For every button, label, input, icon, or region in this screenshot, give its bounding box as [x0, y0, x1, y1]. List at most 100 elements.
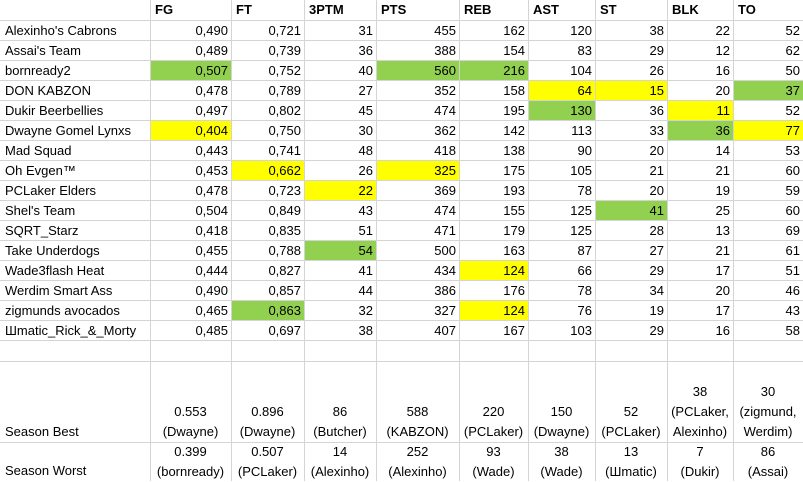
stat-cell-ast[interactable]: 83: [577, 43, 592, 58]
stat-cell-blk[interactable]: 13: [715, 223, 730, 238]
stat-cell-3ptm[interactable]: 40: [358, 63, 373, 78]
season-worst-cell-3ptm[interactable]: 14 (Alexinho): [304, 442, 376, 482]
stat-cell-fg[interactable]: 0,453: [195, 163, 228, 178]
stat-cell-ft[interactable]: 0,802: [268, 103, 301, 118]
season-worst-label[interactable]: Season Worst: [5, 463, 87, 478]
stat-cell-blk[interactable]: 36: [667, 121, 733, 141]
team-name-cell[interactable]: DON KABZON: [5, 83, 91, 98]
stat-cell-reb[interactable]: 154: [503, 43, 525, 58]
team-name-cell[interactable]: Dwayne Gomel Lynxs: [5, 123, 131, 138]
stat-cell-ft[interactable]: 0,849: [268, 203, 301, 218]
stat-cell-ast[interactable]: 90: [577, 143, 592, 158]
stat-cell-ast[interactable]: 125: [570, 223, 592, 238]
stat-cell-st[interactable]: 29: [649, 43, 664, 58]
stat-cell-blk[interactable]: 14: [715, 143, 730, 158]
stat-cell-ast[interactable]: 113: [571, 123, 592, 138]
column-header-3ptm[interactable]: 3PTM: [309, 2, 344, 17]
team-name-cell[interactable]: bornready2: [5, 63, 71, 78]
stat-cell-ft[interactable]: 0,697: [268, 323, 301, 338]
season-best-cell-3ptm[interactable]: 86 (Butcher): [304, 402, 376, 442]
stat-cell-blk[interactable]: 21: [715, 163, 730, 178]
stat-cell-to[interactable]: 59: [785, 183, 800, 198]
stat-cell-to[interactable]: 77: [733, 121, 803, 141]
season-best-cell-st[interactable]: 52 (PCLaker): [595, 402, 667, 442]
stat-cell-ast[interactable]: 125: [570, 203, 592, 218]
stat-cell-blk[interactable]: 12: [715, 43, 730, 58]
stat-cell-ft[interactable]: 0,788: [268, 243, 301, 258]
stat-cell-ft[interactable]: 0,723: [268, 183, 301, 198]
stat-cell-pts[interactable]: 474: [434, 203, 456, 218]
stat-cell-reb[interactable]: 155: [503, 203, 525, 218]
stat-cell-reb[interactable]: 176: [503, 283, 525, 298]
season-best-cell-to[interactable]: 30 (zigmund, Werdim): [733, 382, 803, 442]
column-header-st[interactable]: ST: [600, 2, 617, 17]
stat-cell-pts[interactable]: 434: [434, 263, 456, 278]
stat-cell-3ptm[interactable]: 30: [358, 123, 373, 138]
stat-cell-st[interactable]: 36: [649, 103, 664, 118]
season-best-cell-pts[interactable]: 588 (KABZON): [376, 402, 459, 442]
stat-cell-fg[interactable]: 0,507: [150, 61, 231, 81]
team-name-cell[interactable]: Шmatic_Rick_&_Morty: [5, 323, 137, 338]
stat-cell-st[interactable]: 29: [649, 263, 664, 278]
season-worst-cell-reb[interactable]: 93 (Wade): [459, 442, 528, 482]
stat-cell-3ptm[interactable]: 22: [304, 181, 376, 201]
stat-cell-st[interactable]: 15: [595, 81, 667, 101]
stat-cell-ft[interactable]: 0,750: [268, 123, 301, 138]
season-best-label[interactable]: Season Best: [5, 424, 79, 439]
stat-cell-ft[interactable]: 0,827: [268, 263, 301, 278]
stat-cell-pts[interactable]: 474: [434, 103, 456, 118]
stat-cell-fg[interactable]: 0,490: [195, 283, 228, 298]
stat-cell-to[interactable]: 58: [785, 323, 800, 338]
team-name-cell[interactable]: zigmunds avocados: [5, 303, 120, 318]
stat-cell-ft[interactable]: 0,739: [268, 43, 301, 58]
stat-cell-reb[interactable]: 193: [503, 183, 525, 198]
team-name-cell[interactable]: Wade3flash Heat: [5, 263, 105, 278]
stat-cell-fg[interactable]: 0,404: [150, 121, 231, 141]
stat-cell-to[interactable]: 51: [785, 263, 800, 278]
stat-cell-pts[interactable]: 362: [434, 123, 456, 138]
stat-cell-ast[interactable]: 78: [577, 183, 592, 198]
stat-cell-3ptm[interactable]: 38: [358, 323, 373, 338]
stat-cell-blk[interactable]: 22: [715, 23, 730, 38]
column-header-ft[interactable]: FT: [236, 2, 252, 17]
stat-cell-to[interactable]: 43: [785, 303, 800, 318]
season-best-cell-blk[interactable]: 38 (PCLaker, Alexinho): [667, 382, 733, 442]
stat-cell-3ptm[interactable]: 27: [358, 83, 373, 98]
stat-cell-blk[interactable]: 21: [715, 243, 730, 258]
stat-cell-pts[interactable]: 407: [434, 323, 456, 338]
stat-cell-st[interactable]: 20: [649, 183, 664, 198]
team-name-cell[interactable]: PCLaker Elders: [5, 183, 97, 198]
stat-cell-fg[interactable]: 0,497: [195, 103, 228, 118]
stat-cell-blk[interactable]: 17: [715, 263, 730, 278]
stat-cell-to[interactable]: 60: [785, 163, 800, 178]
season-best-cell-fg[interactable]: 0.553 (Dwayne): [150, 402, 231, 442]
season-worst-cell-fg[interactable]: 0.399 (bornready): [150, 442, 231, 482]
stat-cell-fg[interactable]: 0,418: [195, 223, 228, 238]
stat-cell-st[interactable]: 19: [649, 303, 664, 318]
team-name-cell[interactable]: Oh Evgen™: [5, 163, 76, 178]
stat-cell-ast[interactable]: 64: [528, 81, 595, 101]
stat-cell-pts[interactable]: 471: [434, 223, 456, 238]
stat-cell-fg[interactable]: 0,444: [195, 263, 228, 278]
stat-cell-fg[interactable]: 0,489: [195, 43, 228, 58]
stat-cell-to[interactable]: 62: [785, 43, 800, 58]
column-header-to[interactable]: TO: [738, 2, 756, 17]
stat-cell-reb[interactable]: 138: [503, 143, 525, 158]
stat-cell-st[interactable]: 26: [649, 63, 664, 78]
stat-cell-st[interactable]: 38: [649, 23, 664, 38]
stat-cell-pts[interactable]: 455: [434, 23, 456, 38]
team-name-cell[interactable]: Alexinho's Cabrons: [5, 23, 117, 38]
stat-cell-pts[interactable]: 327: [434, 303, 456, 318]
stat-cell-blk[interactable]: 20: [715, 283, 730, 298]
stat-cell-3ptm[interactable]: 43: [358, 203, 373, 218]
stat-cell-3ptm[interactable]: 48: [358, 143, 373, 158]
stat-cell-reb[interactable]: 163: [503, 243, 525, 258]
season-worst-cell-pts[interactable]: 252 (Alexinho): [376, 442, 459, 482]
stat-cell-to[interactable]: 50: [785, 63, 800, 78]
stat-cell-st[interactable]: 21: [649, 163, 664, 178]
stat-cell-blk[interactable]: 16: [715, 63, 730, 78]
stat-cell-fg[interactable]: 0,504: [195, 203, 228, 218]
stat-cell-to[interactable]: 60: [785, 203, 800, 218]
stat-cell-fg[interactable]: 0,485: [195, 323, 228, 338]
column-header-ast[interactable]: AST: [533, 2, 559, 17]
